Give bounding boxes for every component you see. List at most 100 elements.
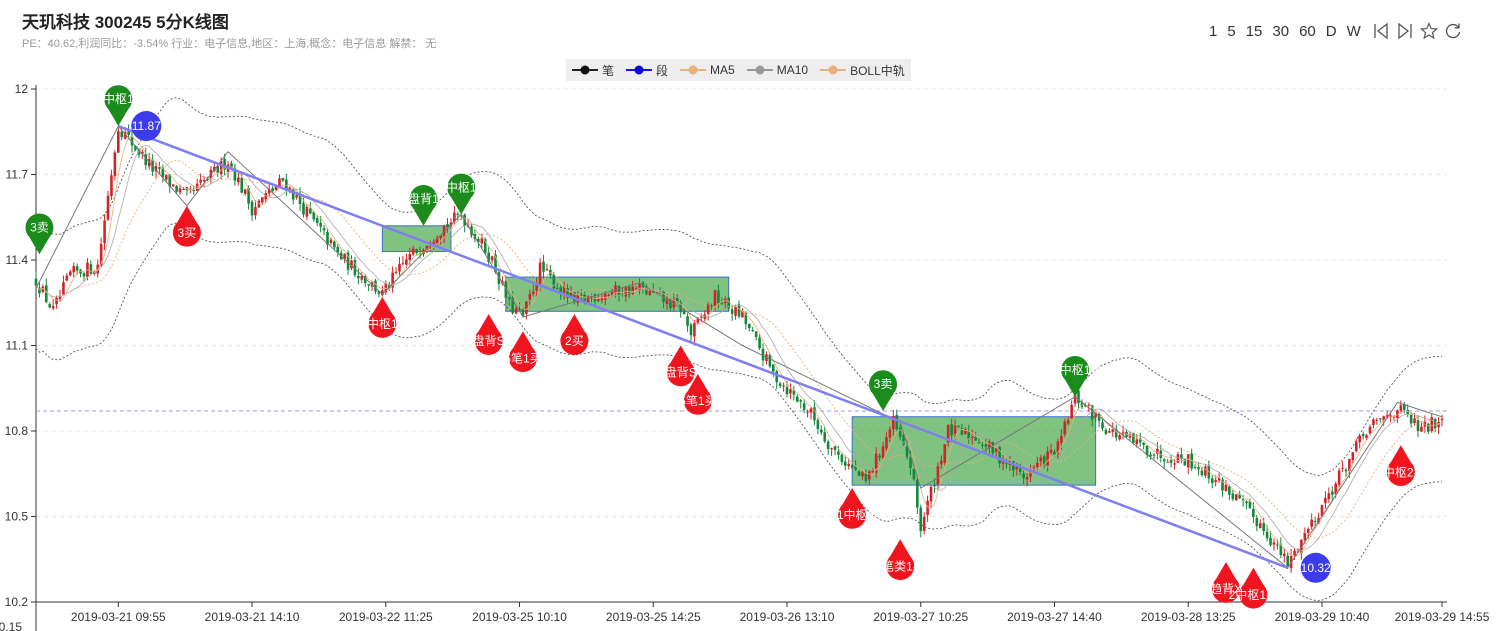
candle-body (1193, 466, 1197, 468)
candle-body (350, 260, 353, 269)
boll-lower-line (35, 222, 1442, 602)
candle (62, 275, 65, 295)
candle-body (885, 437, 888, 449)
candle (1108, 428, 1111, 433)
candle-body (1101, 422, 1104, 429)
candle (377, 290, 381, 298)
candle-body (1118, 435, 1121, 440)
candle-body (343, 253, 346, 260)
candle (401, 255, 405, 266)
y-tick-label: 12 (15, 82, 29, 96)
period-60-button[interactable]: 60 (1299, 22, 1316, 40)
candle (806, 409, 809, 418)
candle (720, 297, 724, 305)
candle (662, 290, 665, 309)
candle-body (1176, 454, 1180, 463)
candle-body (120, 131, 124, 138)
candle (950, 418, 953, 442)
candle (809, 407, 813, 420)
legend-item-1[interactable]: 段 (626, 62, 668, 79)
candle (1149, 451, 1152, 460)
candle (363, 273, 367, 288)
signal-label: 类中枢1买 (355, 316, 410, 331)
candle (281, 177, 285, 182)
period-15-button[interactable]: 15 (1245, 22, 1263, 40)
candle-body (771, 364, 775, 372)
candle (603, 291, 607, 306)
x-tick-label: 2019-03-25 14:25 (606, 610, 701, 624)
candle-body (1300, 539, 1303, 553)
candle-body (898, 427, 902, 437)
candle (333, 240, 336, 251)
candle-body (850, 464, 854, 468)
candle-body (302, 203, 305, 215)
x-tick-label: 2019-03-25 10:10 (472, 610, 567, 624)
candle-body (1025, 477, 1029, 480)
candle-body (662, 290, 665, 303)
candle (1378, 418, 1382, 423)
candle-body (747, 323, 751, 329)
candle (940, 455, 943, 469)
candle (1341, 461, 1344, 472)
candle (1399, 400, 1403, 414)
buy-signal-marker: 3买 (172, 205, 201, 247)
candle-body (820, 429, 823, 433)
candle-body (768, 354, 772, 367)
refresh-icon[interactable] (1444, 22, 1462, 40)
candle-body (531, 291, 535, 294)
candle-body (1169, 460, 1173, 463)
candle-body (1015, 466, 1019, 470)
candle-body (1330, 491, 1334, 495)
candle (82, 272, 86, 282)
candle (1231, 490, 1235, 502)
candle-body (360, 276, 364, 280)
legend-item-3[interactable]: MA10 (746, 63, 808, 77)
candle (768, 352, 772, 369)
candle-body (514, 308, 518, 314)
candle (693, 319, 696, 344)
candle-body (1214, 480, 1217, 482)
legend-item-2[interactable]: MA5 (680, 63, 735, 77)
candle-body (254, 207, 257, 216)
candle-body (631, 286, 634, 295)
candle-body (1252, 508, 1255, 518)
candle-body (1180, 454, 1183, 459)
candle-body (994, 448, 998, 452)
candle-body (830, 448, 833, 450)
candle-body (974, 437, 977, 441)
candle (730, 304, 734, 321)
candle (261, 197, 264, 205)
legend-item-4[interactable]: BOLL中轨 (820, 62, 905, 79)
candle-body (1279, 544, 1283, 556)
candle-body (559, 287, 562, 294)
period-day-button[interactable]: D (1325, 22, 1337, 40)
legend-item-0[interactable]: 笔 (572, 62, 614, 79)
period-1-button[interactable]: 1 (1209, 22, 1218, 40)
step-forward-icon[interactable] (1396, 22, 1414, 40)
candle-body (782, 385, 785, 387)
period-30-button[interactable]: 30 (1272, 22, 1290, 40)
period-week-button[interactable]: W (1346, 22, 1361, 40)
candle-body (1159, 450, 1163, 458)
candle-body (909, 457, 912, 469)
candle-body (219, 160, 223, 175)
candle (555, 282, 559, 290)
duan-price-marker: 10.32 (1301, 552, 1331, 583)
candle-body (432, 241, 436, 246)
candle-body (1389, 415, 1392, 417)
candle (1056, 438, 1060, 459)
candle (1303, 527, 1307, 544)
candle (1375, 417, 1379, 425)
candle (65, 273, 69, 282)
signal-label: 5笔1买 (679, 393, 716, 408)
candle-body (1358, 435, 1361, 443)
signal-label: 盘背1 (408, 191, 439, 206)
period-5-button[interactable]: 5 (1227, 22, 1236, 40)
candle-body (665, 298, 669, 304)
candle-body (446, 224, 449, 227)
star-icon[interactable] (1419, 22, 1438, 40)
bi-line (35, 125, 1443, 569)
signal-pin (474, 314, 503, 355)
step-back-icon[interactable] (1372, 22, 1390, 40)
candle-body (1046, 451, 1049, 466)
